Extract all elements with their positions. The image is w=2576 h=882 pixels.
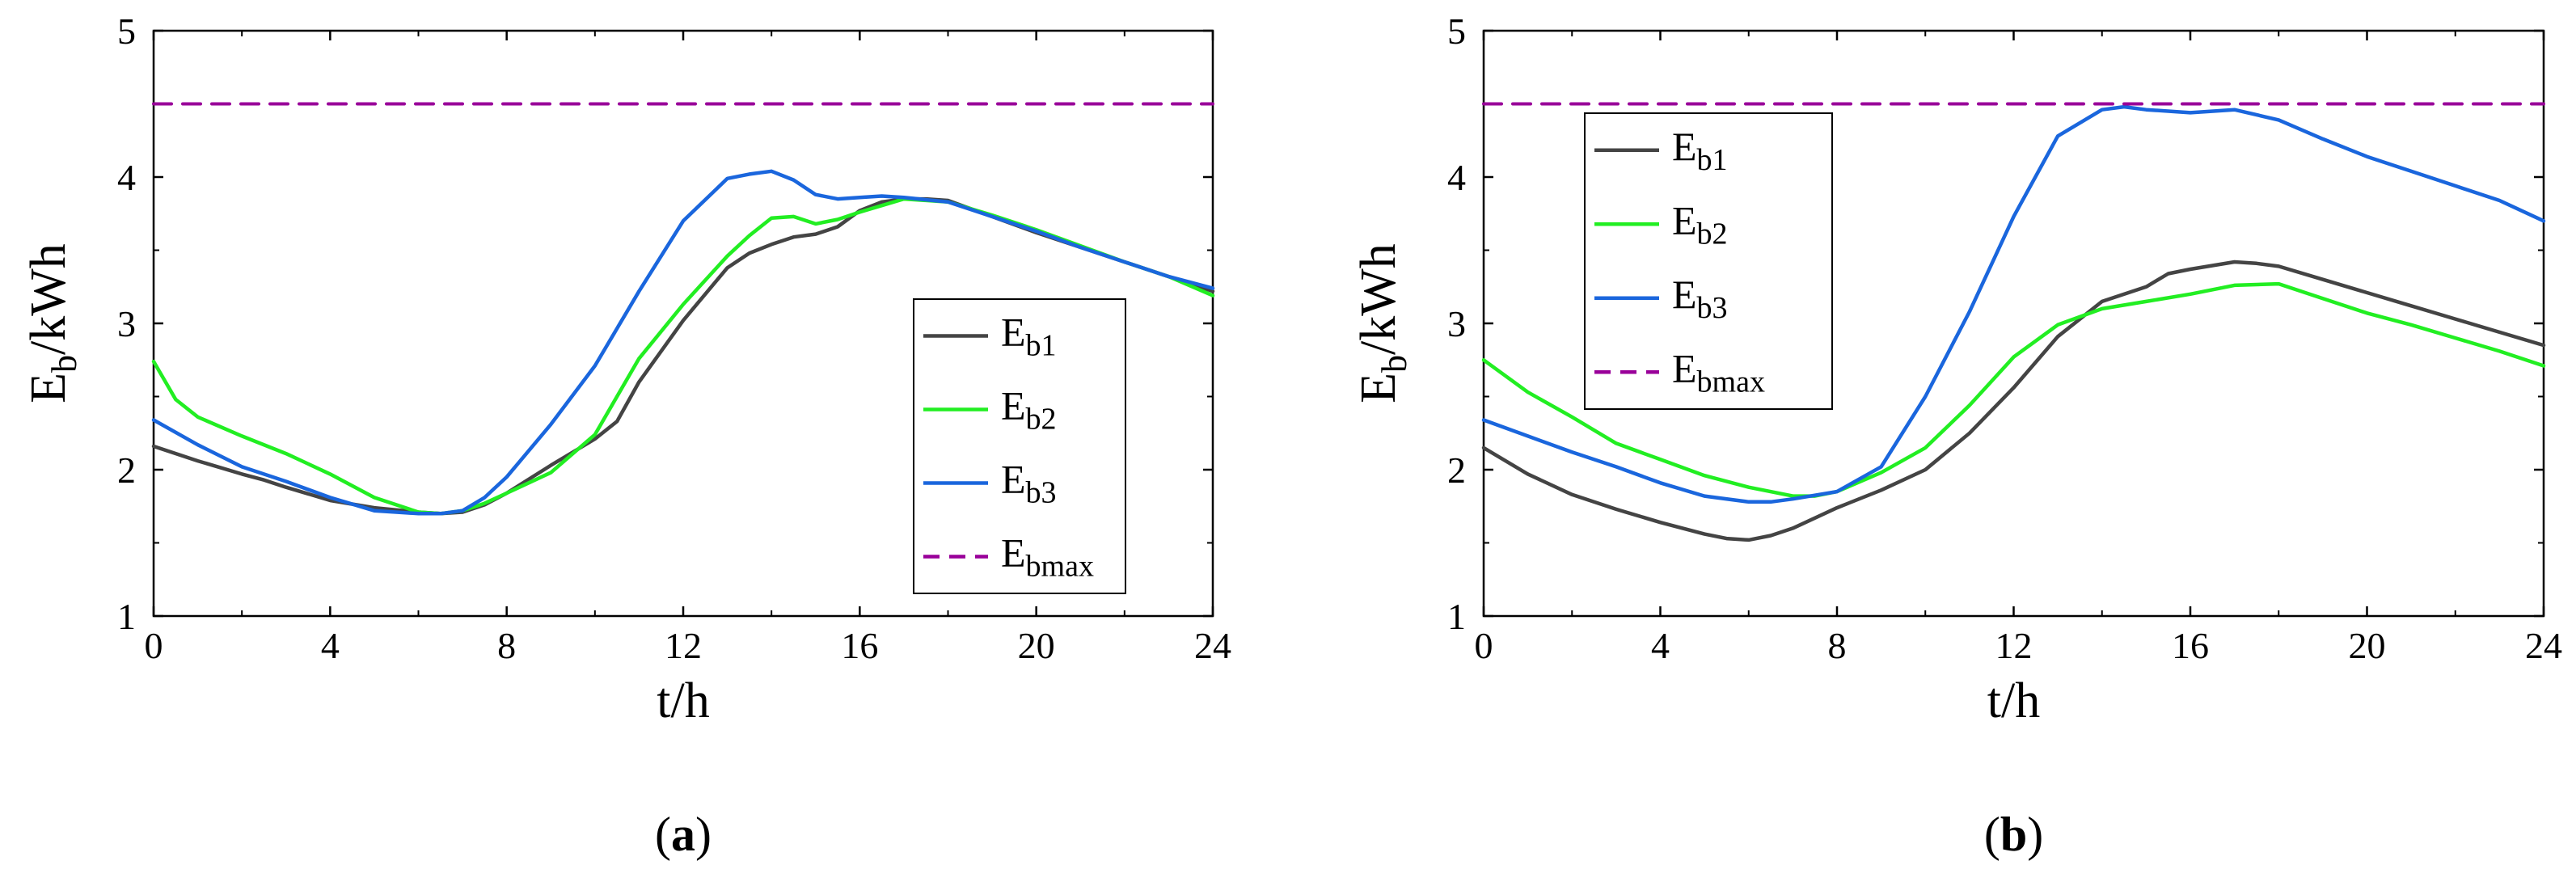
y-tick-label: 4	[117, 157, 136, 198]
series-line-eb2	[1481, 281, 2546, 498]
panel-label-open: (	[655, 808, 671, 861]
panel-label-open: (	[1984, 808, 2000, 861]
y-axis-label-sub: b	[44, 355, 84, 373]
y-axis-label-sub: b	[1375, 355, 1414, 373]
legend-label-main: E	[1672, 124, 1697, 169]
x-tick-label: 12	[1995, 625, 2033, 666]
x-tick-label: 16	[2172, 625, 2209, 666]
x-tick-label: 4	[1651, 625, 1670, 666]
y-axis-label-main: E	[21, 373, 76, 403]
legend-label-eb3: Eb3	[1672, 272, 1728, 325]
y-tick-label: 2	[1447, 449, 1466, 491]
y-tick-label: 3	[117, 303, 136, 344]
y-tick-label: 3	[1447, 303, 1466, 344]
y-tick-label: 2	[117, 449, 136, 491]
legend-label-main: E	[1672, 345, 1697, 390]
y-tick-label: 5	[117, 11, 136, 52]
x-tick-label: 20	[1018, 625, 1055, 666]
legend-label-ebmax: Ebmax	[1001, 530, 1094, 584]
x-tick-label: 8	[497, 625, 516, 666]
legend-label-main: E	[1672, 272, 1697, 317]
legend-label-sub: b3	[1026, 476, 1057, 510]
x-tick-label: 24	[1194, 625, 1231, 666]
legend-label-eb3: Eb3	[1001, 457, 1057, 510]
legend-label-main: E	[1001, 530, 1026, 576]
y-tick-label: 1	[1447, 596, 1466, 637]
x-tick-label: 4	[321, 625, 340, 666]
legend-label-main: E	[1672, 197, 1697, 243]
x-tick-label: 24	[2525, 625, 2562, 666]
panel-label: (b)	[1984, 808, 2043, 861]
legend-label-main: E	[1001, 457, 1026, 502]
legend-label-sub: b1	[1026, 329, 1057, 363]
legend-label-main: E	[1001, 310, 1026, 355]
y-axis-label: Eb/kWh	[21, 243, 84, 403]
y-tick-label: 5	[1447, 11, 1466, 52]
legend-box	[913, 298, 1126, 594]
y-axis-label: Eb/kWh	[1351, 243, 1414, 403]
x-tick-label: 16	[841, 625, 878, 666]
series-line-eb1	[1481, 260, 2546, 542]
y-tick-label: 4	[1447, 157, 1466, 198]
series-line-eb3	[1481, 104, 2546, 504]
legend-label-eb1: Eb1	[1672, 124, 1728, 177]
legend-label-sub: bmax	[1026, 550, 1094, 584]
panel-label-letter: b	[2000, 808, 2027, 861]
x-tick-label: 0	[145, 625, 163, 666]
x-tick-label: 12	[665, 625, 702, 666]
legend-label-sub: b1	[1697, 143, 1728, 177]
legend-label-eb2: Eb2	[1001, 383, 1057, 437]
y-tick-label: 1	[117, 596, 136, 637]
y-axis-label-main: E	[1351, 373, 1406, 403]
legend-label-main: E	[1001, 383, 1026, 428]
panel-label-close: )	[2027, 808, 2043, 861]
y-axis-label-unit: /kWh	[21, 243, 76, 355]
series-line-eb3	[151, 169, 1215, 516]
legend-label-sub: b2	[1697, 217, 1728, 251]
panel-label: (a)	[655, 808, 712, 861]
legend-label-sub: b3	[1697, 291, 1728, 325]
panel-b: 0 4 8 12 16 20 2412345t/hEb/kWhEb1Eb2Eb3Ebmax(…	[1351, 11, 2562, 861]
panel-label-letter: a	[671, 808, 695, 861]
y-axis-label-unit: /kWh	[1351, 243, 1406, 355]
legend-label-sub: b2	[1026, 403, 1057, 437]
legend-box	[1584, 112, 1833, 410]
legend-label-eb1: Eb1	[1001, 310, 1057, 363]
legend-label-ebmax: Ebmax	[1672, 345, 1765, 399]
x-tick-label: 8	[1828, 625, 1847, 666]
legend-label-sub: bmax	[1697, 365, 1765, 399]
legend-label-eb2: Eb2	[1672, 197, 1728, 251]
panel-label-close: )	[695, 808, 712, 861]
x-tick-label: 20	[2349, 625, 2386, 666]
x-axis-label: t/h	[1987, 673, 2040, 728]
x-axis-label: t/h	[657, 673, 709, 728]
x-tick-label: 0	[1475, 625, 1493, 666]
